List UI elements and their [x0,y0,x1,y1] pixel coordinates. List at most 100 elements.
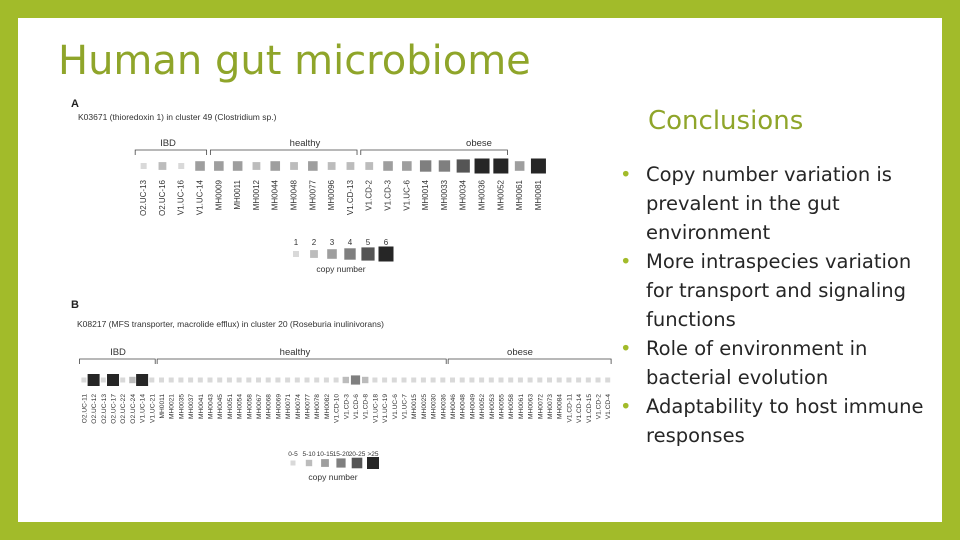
sample-label: MH0058 [508,394,515,419]
heatmap-cell [527,377,533,383]
sample-label: MH0021 [169,394,176,419]
sample-label: MH0048 [290,179,299,210]
heatmap-cell [514,161,525,171]
heatmap-cell [87,374,100,386]
sample-label: MH0044 [271,179,280,210]
sample-label: MH0082 [324,394,331,419]
heatmap-cell [81,377,87,383]
heatmap-cell [456,159,470,173]
sample-label: V1.CD-2 [365,179,374,210]
sample-label: V1.CD-3 [343,394,350,420]
sample-label: V1.UC-16 [177,179,186,215]
legend-label: 15-20 [333,451,350,458]
heatmap-cell [285,377,291,383]
legend-label: 6 [384,238,389,247]
group-label: IBD [160,138,176,149]
heatmap-cell [188,377,194,383]
group-label: healthy [280,347,311,358]
heatmap-cell [372,377,378,383]
heatmap-cell [323,377,329,383]
sample-label: MH0012 [252,179,261,210]
group-label: obese [507,347,533,358]
heatmap-cell [493,158,509,174]
sample-label: MH0068 [266,394,273,419]
heatmap-cell [333,377,339,383]
heatmap-cell [430,377,436,383]
heatmap-cell [304,377,310,383]
heatmap-cell [517,377,523,383]
group-bracket [79,358,156,364]
heatmap-cell [508,377,514,383]
heatmap-cell [159,377,165,383]
group-label: obese [466,138,492,149]
sample-label: MH0069 [275,394,282,419]
sample-label: MH0074 [295,394,302,419]
heatmap-cell [129,376,136,384]
heatmap-cell [270,161,281,171]
sample-label: O2.UC-13 [101,394,108,424]
sample-label: MH0045 [217,394,224,419]
sample-label: MH0061 [518,394,525,419]
sample-label: MH0061 [515,179,524,210]
sample-label: O2.UC-16 [158,179,167,216]
legend-swatch [305,459,313,467]
heatmap-cell [275,377,281,383]
heatmap-cell [217,377,223,383]
sample-label: V1.CD-4 [605,394,612,420]
panel-b-title: K08217 (MFS transporter, macrolide efflu… [77,319,384,329]
heatmap-cell [327,162,336,170]
sample-label: MH0048 [460,394,467,419]
heatmap-cell [365,162,374,170]
slide: Human gut microbiome A K03671 (thioredox… [18,18,942,522]
heatmap-cell [214,161,224,171]
sample-label: MH0011 [233,179,242,209]
heatmap-cell [391,377,397,383]
heatmap-cell [207,377,213,383]
conclusion-bullet: Copy number variation is prevalent in th… [620,160,930,247]
panel-b-letter: B [71,299,79,311]
heatmap-cell [120,377,126,383]
legend-swatch [293,251,299,257]
sample-label: V1.UC-6 [402,179,411,210]
sample-label: MH0096 [327,179,336,210]
heatmap-cell [252,162,261,170]
sample-label: MH0067 [256,394,263,419]
sample-label: O2.UC-22 [120,394,127,424]
sample-label: MH0014 [421,179,430,210]
legend-label: 0-5 [288,451,298,458]
sample-label: V1.CD-11 [566,394,573,423]
sample-label: O2.UC-13 [139,179,148,216]
sample-label: V1.UC-14 [196,179,205,215]
heatmap-cell [178,377,184,383]
sample-label: MH0036 [440,394,447,419]
conclusion-bullet: Role of environment in bacterial evoluti… [620,334,930,392]
heatmap-cell [350,375,361,385]
heatmap-cell [530,158,546,174]
heatmap-cell [197,377,203,383]
legend-swatch [336,458,346,468]
legend-label: 1 [294,238,299,247]
heatmap-cell [537,377,543,383]
heatmap-cell [438,160,451,172]
sample-label: MH0073 [547,394,554,419]
panel-a: A K03671 (thioredoxin 1) in cluster 49 (… [71,98,546,274]
legend-swatch [361,247,375,261]
heatmap-cell [232,161,243,171]
group-bracket [447,358,612,364]
legend-label: 20-25 [349,451,366,458]
sample-label: V1.UC-6 [392,394,399,420]
sample-label: V1.CD-2 [596,394,603,420]
conclusion-bullet: Adaptability to host immune responses [620,392,930,450]
heatmap-cell [488,377,494,383]
sample-label: MH0071 [285,394,292,419]
sample-label: MH0077 [305,394,312,419]
legend-title: copy number [308,472,357,482]
sample-label: V1.CD-8 [363,394,370,420]
sample-label: MH0055 [499,394,506,419]
sample-label: V1.UC-7 [402,394,409,420]
sample-label: V1.CD-10 [334,394,341,423]
slide-title: Human gut microbiome [58,38,531,84]
heatmap-cell [440,377,446,383]
sample-label: MH0041 [198,394,205,419]
sample-label: O2.UC-17 [111,394,118,424]
